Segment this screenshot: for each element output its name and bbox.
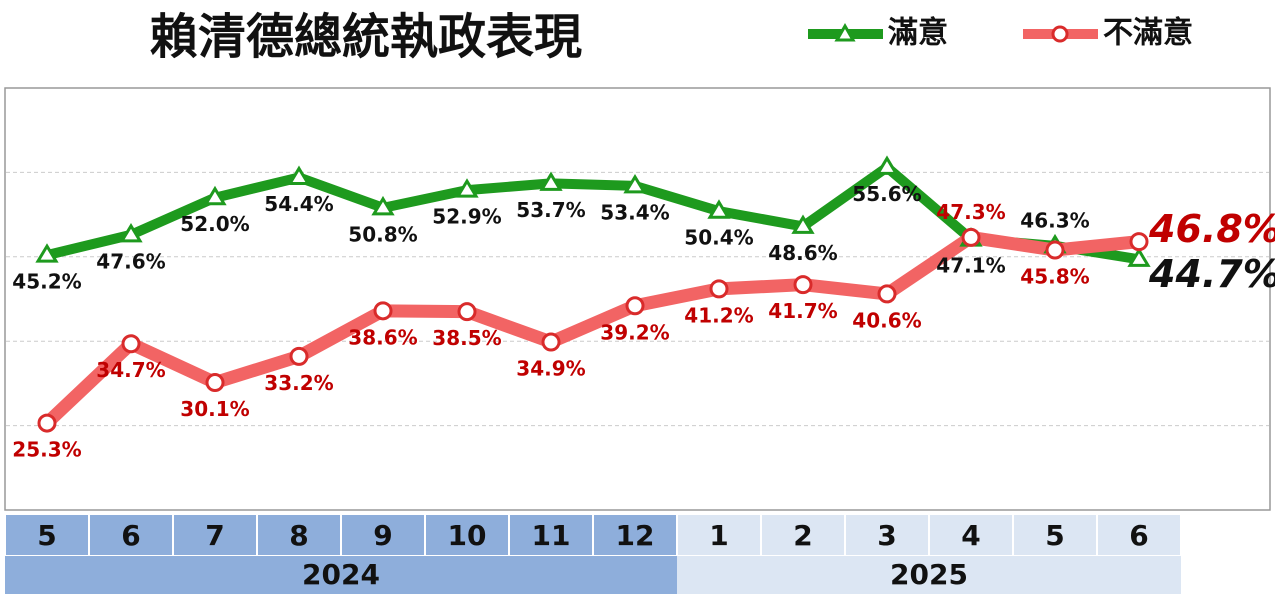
x-tick-label: 10 [448,519,487,552]
legend-label: 滿意 [888,16,948,51]
data-label: 47.6% [96,249,165,273]
point-marker [875,155,899,175]
data-label: 52.0% [180,212,249,236]
data-label: 38.5% [432,326,501,350]
category-cell [6,515,88,555]
chart-title: 賴清德總統執政表現 [150,9,582,65]
point-marker [289,346,309,366]
legend-marker [1051,25,1069,43]
legend-label: 不滿意 [1103,16,1193,51]
data-label: 30.1% [180,397,249,421]
point-marker [1129,232,1149,252]
data-label: 52.9% [432,205,501,229]
point-marker [371,195,395,216]
point-marker [35,243,59,263]
x-tick-label: 6 [121,519,140,552]
point-marker [203,185,227,206]
point-marker [287,165,311,185]
data-label: 40.6% [852,308,921,332]
series-line [40,230,1146,430]
group-label: 2024 [302,558,380,591]
data-label: 45.8% [1020,265,1089,289]
category-cell [90,515,172,555]
data-label: 33.2% [264,371,333,395]
point-marker [793,275,813,295]
point-marker [541,332,561,352]
series-line [42,162,1144,265]
x-tick-label: 7 [205,519,224,552]
category-cell [846,515,928,555]
data-label: 50.4% [684,226,753,250]
point-marker [119,222,143,243]
point-marker [623,173,647,194]
x-tick-label: 9 [373,519,392,552]
point-marker [709,279,729,299]
x-tick-label: 11 [532,519,571,552]
x-tick-label: 1 [709,519,728,552]
point-marker [455,178,479,198]
x-tick-label: 6 [1129,519,1148,552]
x-tick-label: 3 [877,519,896,552]
category-cell [1098,515,1180,555]
point-marker [1127,247,1151,267]
data-label: 55.6% [852,182,921,206]
data-label: 47.3% [936,200,1005,224]
data-label: 34.7% [96,358,165,382]
category-cell [342,515,424,555]
x-tick-label: 5 [1045,519,1064,552]
data-label: 53.4% [600,200,669,224]
data-label: 46.8% [1148,207,1275,251]
data-label: 38.6% [348,325,417,349]
data-label: 45.2% [12,270,81,294]
data-label: 34.9% [516,357,585,381]
data-label: 48.6% [768,241,837,265]
point-marker [205,373,225,393]
category-cell [678,515,760,555]
point-marker [121,334,141,354]
category-cell [1014,515,1096,555]
x-tick-label: 4 [961,519,980,552]
category-cell [930,515,1012,555]
category-cell [510,515,592,555]
point-marker [1045,240,1065,260]
data-label: 46.3% [1020,208,1089,232]
point-marker [961,227,981,247]
point-marker [373,301,393,321]
category-cell [426,515,508,555]
x-tick-label: 8 [289,519,308,552]
data-label: 53.7% [516,198,585,222]
point-marker [457,302,477,322]
data-label: 41.2% [684,303,753,327]
data-label: 44.7% [1148,252,1275,296]
point-marker [707,199,731,219]
point-marker [877,284,897,304]
data-label: 47.1% [936,254,1005,278]
category-cell [174,515,256,555]
group-cell [5,556,677,594]
category-cell [258,515,340,555]
data-label: 25.3% [12,438,81,462]
group-cell [677,556,1181,594]
x-tick-label: 12 [616,519,655,552]
data-label: 50.8% [348,222,417,246]
data-label: 39.2% [600,320,669,344]
legend-marker [834,22,856,42]
point-marker [37,413,57,433]
group-label: 2025 [890,558,968,591]
x-tick-label: 5 [37,519,56,552]
x-tick-label: 2 [793,519,812,552]
category-cell [594,515,676,555]
category-cell [762,515,844,555]
point-marker [791,214,815,234]
point-marker [539,171,563,191]
data-label: 41.7% [768,299,837,323]
point-marker [625,296,645,316]
data-label: 54.4% [264,192,333,216]
